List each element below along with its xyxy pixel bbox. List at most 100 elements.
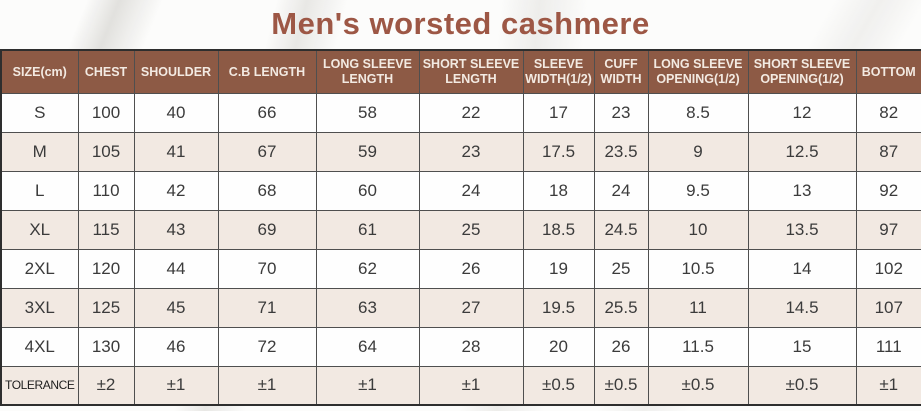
table-cell: 70 [217, 248, 317, 289]
table-row: 2XL 120 44 70 62 26 19 25 10.5 14 102 [0, 248, 921, 289]
table-cell: ±0.5 [647, 365, 749, 406]
size-label: 3XL [0, 287, 79, 328]
table-cell: 45 [133, 287, 219, 328]
column-header: SHORT SLEEVE LENGTH [418, 49, 524, 94]
table-cell: 19.5 [522, 287, 595, 328]
table-cell: ±0.5 [593, 365, 649, 406]
column-header: C.B LENGTH [217, 49, 317, 94]
table-cell: 23.5 [593, 131, 649, 172]
table-cell: 92 [855, 170, 921, 211]
table-cell: 100 [77, 92, 135, 133]
table-cell: 8.5 [647, 92, 749, 133]
size-label: TOLERANCE [0, 365, 79, 406]
column-header: CHEST [77, 49, 135, 94]
column-header: LONG SLEEVE LENGTH [315, 49, 420, 94]
table-cell: 25 [418, 209, 524, 250]
table-cell: 9 [647, 131, 749, 172]
size-label: 2XL [0, 248, 79, 289]
table-body: S 100 40 66 58 22 17 23 8.5 12 82 M 105 41 67 59 23 17.5 2… [0, 92, 921, 406]
table-cell: 24 [593, 170, 649, 211]
column-header: SHOULDER [133, 49, 219, 94]
table-cell: 125 [77, 287, 135, 328]
table-cell: 110 [77, 170, 135, 211]
table-cell: 130 [77, 326, 135, 367]
column-header: BOTTOM [855, 49, 921, 94]
table-cell: 26 [418, 248, 524, 289]
table-cell: 17 [522, 92, 595, 133]
table-cell: ±1 [855, 365, 921, 406]
column-header: SIZE(cm) [0, 49, 79, 94]
column-header: SLEEVE WIDTH(1/2) [522, 49, 595, 94]
table-cell: 60 [315, 170, 420, 211]
table-cell: 69 [217, 209, 317, 250]
table-cell: 102 [855, 248, 921, 289]
size-chart-table: SIZE(cm) CHEST SHOULDER C.B LENGTH LONG SLEE… [0, 49, 921, 406]
table-header-row: SIZE(cm) CHEST SHOULDER C.B LENGTH LONG SLEE… [0, 49, 921, 94]
table-row: 3XL 125 45 71 63 27 19.5 25.5 11 14.5 107 [0, 287, 921, 328]
table-cell: ±0.5 [747, 365, 857, 406]
size-label: L [0, 170, 79, 211]
table-cell: 62 [315, 248, 420, 289]
table-cell: 26 [593, 326, 649, 367]
size-label: XL [0, 209, 79, 250]
header-row: SIZE(cm) CHEST SHOULDER C.B LENGTH LONG SLEE… [0, 49, 921, 94]
table-cell: 68 [217, 170, 317, 211]
table-cell: 19 [522, 248, 595, 289]
table-cell: 115 [77, 209, 135, 250]
table-cell: 23 [418, 131, 524, 172]
table-cell: 25.5 [593, 287, 649, 328]
size-label: S [0, 92, 79, 133]
table-cell: 14.5 [747, 287, 857, 328]
table-cell: 71 [217, 287, 317, 328]
table-cell: 14 [747, 248, 857, 289]
table-cell: ±2 [77, 365, 135, 406]
table-cell: 23 [593, 92, 649, 133]
table-cell: 15 [747, 326, 857, 367]
table-cell: 40 [133, 92, 219, 133]
size-label: M [0, 131, 79, 172]
table-row: S 100 40 66 58 22 17 23 8.5 12 82 [0, 92, 921, 133]
table-cell: 25 [593, 248, 649, 289]
table-cell: 22 [418, 92, 524, 133]
table-cell: 105 [77, 131, 135, 172]
table-cell: 12 [747, 92, 857, 133]
table-cell: 82 [855, 92, 921, 133]
table-cell: ±1 [217, 365, 317, 406]
table-cell: 67 [217, 131, 317, 172]
table-cell: 13.5 [747, 209, 857, 250]
size-label: 4XL [0, 326, 79, 367]
table-cell: 120 [77, 248, 135, 289]
table-row: TOLERANCE ±2 ±1 ±1 ±1 ±1 ±0.5 ±0.5 ±0.5 ±0.5 ±1 [0, 365, 921, 406]
table-cell: 13 [747, 170, 857, 211]
table-row: XL 115 43 69 61 25 18.5 24.5 10 13.5 97 [0, 209, 921, 250]
table-cell: 10.5 [647, 248, 749, 289]
table-cell: 27 [418, 287, 524, 328]
page-title: Men's worsted cashmere [271, 6, 650, 41]
table-cell: 63 [315, 287, 420, 328]
table-cell: 41 [133, 131, 219, 172]
table-cell: 46 [133, 326, 219, 367]
table-cell: ±1 [133, 365, 219, 406]
table-cell: 28 [418, 326, 524, 367]
table-cell: ±1 [418, 365, 524, 406]
table-row: M 105 41 67 59 23 17.5 23.5 9 12.5 87 [0, 131, 921, 172]
table-cell: 43 [133, 209, 219, 250]
table-cell: 24 [418, 170, 524, 211]
table-cell: 11.5 [647, 326, 749, 367]
table-cell: 24.5 [593, 209, 649, 250]
table-cell: 42 [133, 170, 219, 211]
table-cell: 44 [133, 248, 219, 289]
table-cell: 111 [855, 326, 921, 367]
column-header: SHORT SLEEVE OPENING(1/2) [747, 49, 857, 94]
table-cell: 12.5 [747, 131, 857, 172]
column-header: CUFF WIDTH [593, 49, 649, 94]
table-cell: 64 [315, 326, 420, 367]
table-cell: 59 [315, 131, 420, 172]
table-cell: 66 [217, 92, 317, 133]
table-cell: 10 [647, 209, 749, 250]
table-cell: 17.5 [522, 131, 595, 172]
table-row: 4XL 130 46 72 64 28 20 26 11.5 15 111 [0, 326, 921, 367]
table-cell: 11 [647, 287, 749, 328]
table-row: L 110 42 68 60 24 18 24 9.5 13 92 [0, 170, 921, 211]
table-cell: ±0.5 [522, 365, 595, 406]
